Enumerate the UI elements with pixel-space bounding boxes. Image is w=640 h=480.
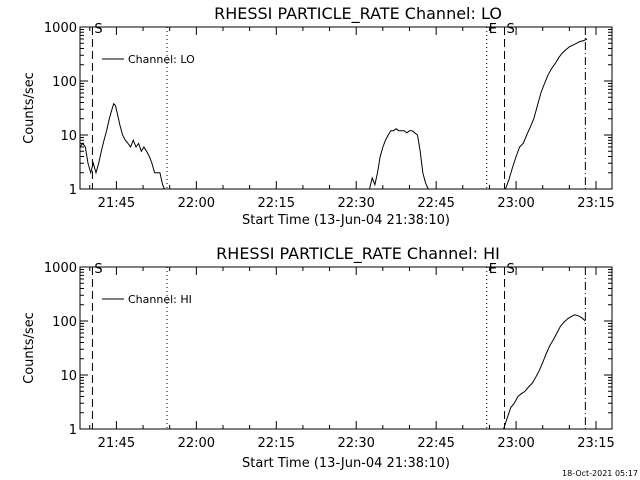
x-tick-label: 22:30 <box>337 196 374 211</box>
x-axis-label: Start Time (13-Jun-04 21:38:10) <box>242 456 450 471</box>
plot-frame <box>79 266 613 430</box>
y-axis-label: Counts/sec <box>22 312 37 384</box>
x-axis-label: Start Time (13-Jun-04 21:38:10) <box>242 213 450 228</box>
event-marker-label: E <box>489 22 497 37</box>
legend-label: Channel: HI <box>128 293 192 306</box>
event-marker-label: S <box>94 22 102 37</box>
event-marker-label: S <box>507 22 515 37</box>
y-tick-label: 10 <box>60 369 77 384</box>
y-tick-label: 1 <box>69 183 77 198</box>
y-tick-label: 100 <box>52 75 77 90</box>
y-tick-label: 1000 <box>44 21 77 36</box>
x-tick-label: 23:00 <box>497 436 534 451</box>
x-tick-label: 22:15 <box>258 436 295 451</box>
x-tick-label: 22:15 <box>258 196 295 211</box>
footer-timestamp: 18-Oct-2021 05:17 <box>562 469 638 478</box>
lo-channel-panel: RHESSI PARTICLE_RATE Channel: LO 21:45 22:… <box>22 4 615 228</box>
x-tick-label: 22:00 <box>178 196 215 211</box>
series-line <box>79 102 165 190</box>
plot-frame <box>79 26 613 190</box>
x-tick-label: 22:00 <box>178 436 215 451</box>
chart-title: RHESSI PARTICLE_RATE Channel: LO <box>214 4 502 24</box>
series-line <box>503 314 586 430</box>
legend-label: Channel: LO <box>128 53 195 66</box>
x-tick-label: 22:45 <box>417 436 454 451</box>
event-marker-label: E <box>489 262 497 277</box>
y-axis-label: Counts/sec <box>22 72 37 144</box>
x-tick-label: 23:00 <box>497 196 534 211</box>
x-tick-label: 21:45 <box>98 196 135 211</box>
x-tick-label: 23:15 <box>577 196 614 211</box>
event-marker-label: S <box>507 262 515 277</box>
y-tick-label: 100 <box>52 315 77 330</box>
y-tick-label: 1000 <box>44 261 77 276</box>
series-line <box>369 128 429 190</box>
x-tick-label: 22:45 <box>417 196 454 211</box>
x-tick-label: 22:30 <box>337 436 374 451</box>
hi-channel-panel: RHESSI PARTICLE_RATE Channel: HI 21:45 22:… <box>22 244 615 471</box>
event-marker-label: S <box>94 262 102 277</box>
series-line <box>504 38 588 190</box>
x-tick-label: 21:45 <box>98 436 135 451</box>
y-tick-label: 1 <box>69 423 77 438</box>
chart-title: RHESSI PARTICLE_RATE Channel: HI <box>216 244 500 264</box>
x-tick-label: 23:15 <box>577 436 614 451</box>
y-tick-label: 10 <box>60 129 77 144</box>
